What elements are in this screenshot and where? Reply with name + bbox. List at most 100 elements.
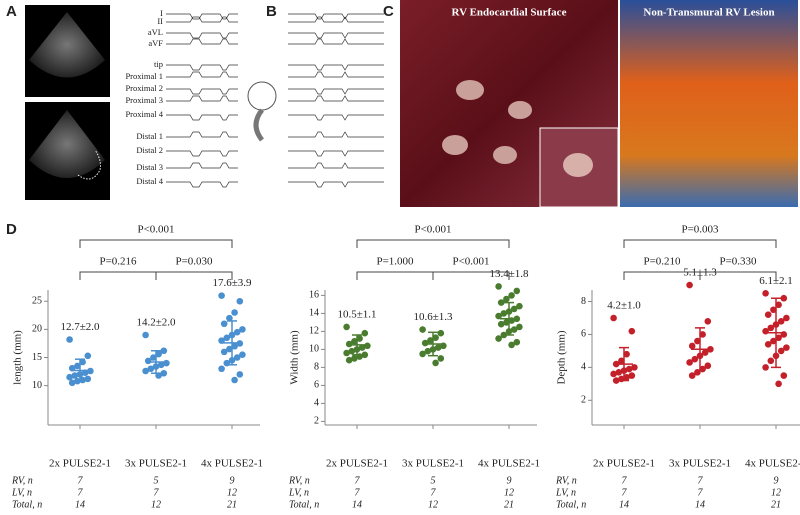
data-point (623, 373, 630, 381)
ecg-lead-label: Proximal 4 (125, 109, 163, 119)
data-point (704, 317, 712, 325)
data-point (783, 344, 790, 351)
table-cell: 5 (431, 475, 436, 486)
data-point (155, 350, 162, 358)
data-point (223, 334, 231, 342)
ecg-lead-label: Proximal 3 (125, 95, 163, 105)
data-point (508, 341, 515, 349)
x-tick-label: 2x PULSE2-1 (593, 458, 655, 470)
data-point (516, 302, 523, 310)
data-point (231, 376, 238, 384)
y-tick-label: 16 (309, 290, 319, 301)
data-point (780, 294, 788, 302)
bracket (356, 239, 510, 248)
ecg-trace (166, 13, 384, 20)
data-point (66, 336, 73, 343)
data-point (226, 345, 233, 353)
data-point (68, 379, 76, 387)
table-cell: 12 (771, 487, 781, 498)
data-point (147, 365, 155, 373)
ecg-trace (166, 16, 384, 23)
table-cell: 21 (771, 499, 781, 510)
data-point (351, 338, 358, 345)
p-value: P<0.001 (137, 224, 174, 236)
table-cell: 14 (619, 499, 629, 510)
data-point (610, 314, 617, 322)
data-point (157, 361, 165, 369)
ecg-lead-label: II (157, 16, 163, 26)
data-point (503, 295, 510, 303)
y-axis-label: Width (mm) (289, 330, 301, 385)
data-point (231, 309, 238, 316)
table-row-label: RV, n (555, 475, 577, 486)
table-row-label: RV, n (288, 475, 310, 486)
p-value: P=0.216 (99, 256, 137, 268)
bracket (699, 271, 777, 280)
ecg-lead-label: Distal 4 (136, 176, 163, 186)
data-point (79, 358, 86, 366)
table-cell: 14 (695, 499, 705, 510)
table-cell: 14 (75, 499, 85, 510)
table-row-label: LV, n (11, 487, 32, 498)
x-tick-label: 3x PULSE2-1 (125, 458, 187, 470)
data-point (160, 369, 168, 377)
data-point (497, 320, 505, 328)
table-cell: 7 (622, 475, 628, 486)
data-point (236, 371, 244, 378)
y-tick-label: 10 (32, 380, 42, 391)
table-cell: 7 (78, 475, 84, 486)
p-value: P=0.030 (175, 256, 213, 268)
x-tick-label: 2x PULSE2-1 (326, 458, 388, 470)
ecg-lead-label: Distal 1 (136, 131, 163, 141)
data-point (686, 359, 693, 366)
data-point (688, 342, 696, 350)
data-point (218, 365, 225, 373)
ecg-trace (166, 181, 384, 188)
data-point (71, 372, 79, 379)
panel-label: D (6, 221, 17, 238)
y-tick-label: 4 (581, 362, 586, 373)
data-point (513, 338, 521, 346)
ecg-trace (166, 162, 384, 169)
data-point (500, 310, 508, 317)
data-point (516, 323, 523, 331)
p-value: P<0.001 (414, 224, 451, 236)
data-point (231, 342, 238, 350)
ecg-trace (166, 38, 384, 45)
data-point (495, 312, 502, 320)
data-point (239, 351, 246, 358)
table-cell: 12 (151, 499, 161, 510)
data-point (691, 355, 699, 363)
data-point (631, 364, 638, 371)
summary-label: 4.2±1.0 (607, 300, 641, 312)
data-point (84, 375, 92, 383)
data-point (513, 287, 521, 295)
data-point (424, 347, 432, 355)
table-row-label: RV, n (11, 475, 33, 486)
ecg-lead-label: Proximal 1 (125, 71, 163, 81)
table-cell: 21 (227, 499, 237, 510)
data-point (777, 317, 785, 325)
data-point (220, 348, 228, 356)
data-point (226, 314, 233, 322)
table-cell: 7 (698, 475, 704, 486)
data-point (625, 365, 633, 373)
y-tick-label: 6 (314, 380, 319, 391)
data-point (770, 337, 777, 345)
data-point (345, 340, 353, 348)
data-point (495, 335, 502, 342)
table-cell: 7 (355, 487, 361, 498)
ecg-lead-label: Proximal 2 (125, 83, 163, 93)
data-point (770, 306, 777, 314)
catheter-icon (247, 81, 277, 142)
data-point (437, 355, 445, 362)
table-cell: 14 (352, 499, 362, 510)
ecg-trace (166, 131, 384, 138)
data-point (777, 347, 785, 355)
data-point (434, 344, 442, 351)
table-cell: 7 (154, 487, 160, 498)
panel-c-photos (400, 0, 798, 208)
bracket (356, 271, 434, 280)
data-point (348, 347, 356, 355)
